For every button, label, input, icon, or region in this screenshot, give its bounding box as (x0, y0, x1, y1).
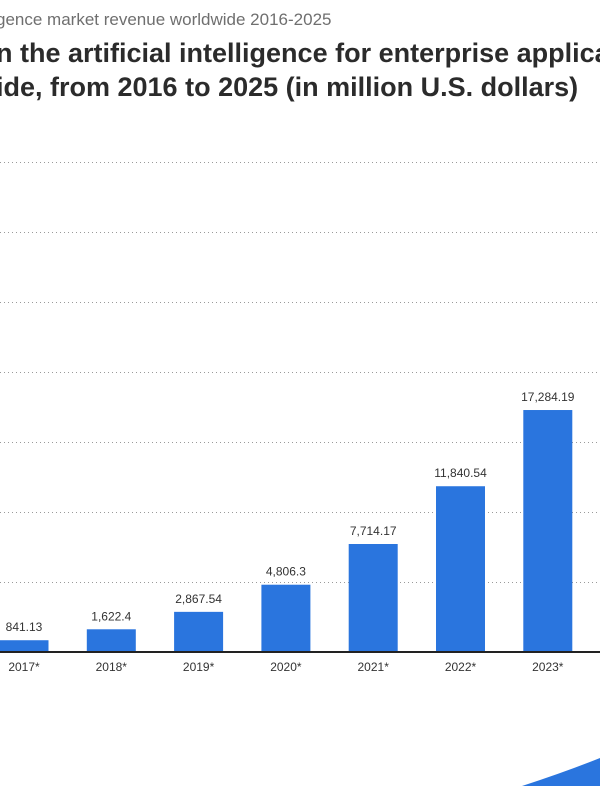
chart-title-line-2: ide, from 2016 to 2025 (in million U.S. … (0, 72, 579, 102)
bar-2017 (0, 640, 49, 652)
gridlines (0, 162, 600, 583)
x-tick-label: 2020* (270, 660, 302, 674)
x-tick-label: 2021* (358, 660, 390, 674)
value-label: 4,806.3 (266, 565, 306, 579)
chart-title-line-1: n the artificial intelligence for enterp… (0, 38, 600, 68)
bar-2019 (174, 611, 224, 652)
bars (0, 410, 573, 652)
value-label: 2,867.54 (175, 592, 222, 606)
value-label: 11,840.54 (434, 466, 487, 480)
x-tick-label: 2017* (8, 660, 40, 674)
x-tick-label: 2022* (445, 660, 477, 674)
value-labels: 841.13 1,622.4 2,867.54 4,806.3 7,714.17 11,8… (6, 390, 575, 634)
value-label: 1,622.4 (91, 609, 131, 623)
x-tick-labels: 2017* 2018* 2019* 2020* 2021* 2022* 2023* (8, 660, 563, 674)
brand-swoosh-decoration (522, 758, 600, 786)
chart-title: n the artificial intelligence for enterp… (0, 36, 600, 104)
x-tick-label: 2018* (96, 660, 128, 674)
value-label: 17,284.19 (521, 390, 575, 404)
bar-2018 (86, 629, 136, 652)
x-tick-label: 2019* (183, 660, 215, 674)
bar-2020 (261, 584, 311, 652)
value-label: 7,714.17 (350, 524, 397, 538)
chart-subtitle: gence market revenue worldwide 2016-2025 (0, 10, 332, 29)
bar-2021 (348, 544, 398, 652)
x-tick-label: 2023* (532, 660, 564, 674)
value-label: 841.13 (6, 620, 43, 634)
bar-2022 (436, 486, 485, 652)
bar-2023 (523, 410, 573, 652)
